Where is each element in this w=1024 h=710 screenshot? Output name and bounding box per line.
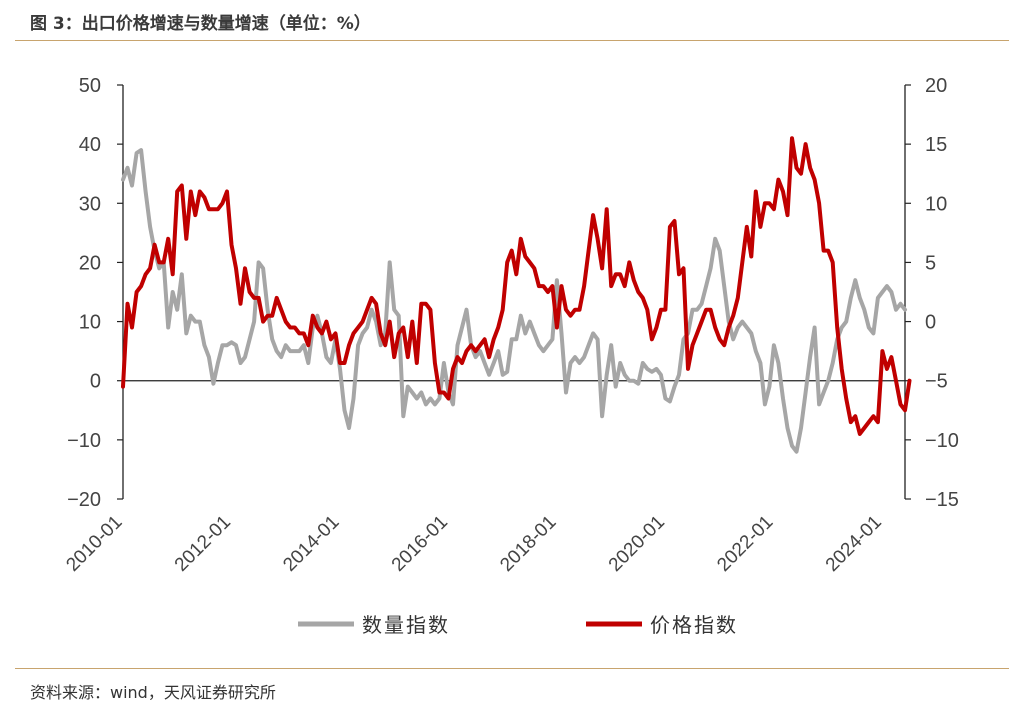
chart-legend: 数量指数 价格指数 <box>298 613 738 637</box>
x-axis-tick-label: 2014-01 <box>279 512 343 576</box>
left-axis-tick-label: 50 <box>79 75 101 97</box>
left-axis-tick-label: −20 <box>67 489 101 511</box>
x-axis-tick-label: 2020-01 <box>605 512 669 576</box>
left-axis-tick-label: 20 <box>79 252 101 274</box>
chart-series-lines <box>121 136 912 454</box>
dual-axis-line-chart: 50403020100−10−2020151050−5−10−152010-01… <box>62 75 959 637</box>
left-axis-tick-label: −10 <box>67 430 101 452</box>
right-axis-tick-label: −10 <box>925 430 959 452</box>
x-axis-tick-label: 2024-01 <box>822 512 886 576</box>
quantity-index-line <box>121 148 907 454</box>
chart-title: 图 3：出口价格增速与数量增速（单位：%） <box>30 14 371 34</box>
right-axis-tick-label: −15 <box>925 489 959 511</box>
right-axis-tick-label: 20 <box>925 75 947 97</box>
top-divider <box>15 40 1009 41</box>
right-axis-tick-label: 15 <box>925 134 947 156</box>
source-note: 资料来源：wind，天风证券研究所 <box>30 683 276 702</box>
chart-axes: 50403020100−10−2020151050−5−10−152010-01… <box>62 75 959 576</box>
right-axis-tick-label: 5 <box>925 252 936 274</box>
x-axis-tick-label: 2022-01 <box>713 512 777 576</box>
left-axis-tick-label: 30 <box>79 193 101 215</box>
legend-label-quantity: 数量指数 <box>362 613 450 637</box>
price-index-line <box>121 136 912 436</box>
right-axis-tick-label: 10 <box>925 193 947 215</box>
right-axis-tick-label: 0 <box>925 312 936 334</box>
x-axis-tick-label: 2010-01 <box>62 512 126 576</box>
right-axis-tick-label: −5 <box>925 371 948 393</box>
bottom-divider <box>15 668 1009 669</box>
left-axis-tick-label: 40 <box>79 134 101 156</box>
left-axis-tick-label: 10 <box>79 312 101 334</box>
x-axis-tick-label: 2012-01 <box>171 512 235 576</box>
x-axis-tick-label: 2016-01 <box>388 512 452 576</box>
legend-label-price: 价格指数 <box>650 613 738 637</box>
x-axis-tick-label: 2018-01 <box>496 512 560 576</box>
left-axis-tick-label: 0 <box>90 371 101 393</box>
